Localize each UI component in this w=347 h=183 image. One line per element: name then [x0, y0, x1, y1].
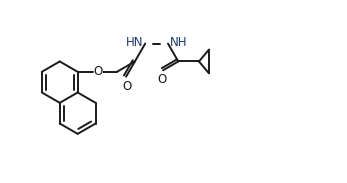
Text: NH: NH: [170, 36, 187, 49]
Text: O: O: [158, 73, 167, 86]
Text: O: O: [122, 80, 132, 93]
Text: O: O: [94, 65, 103, 78]
Text: HN: HN: [126, 36, 143, 49]
